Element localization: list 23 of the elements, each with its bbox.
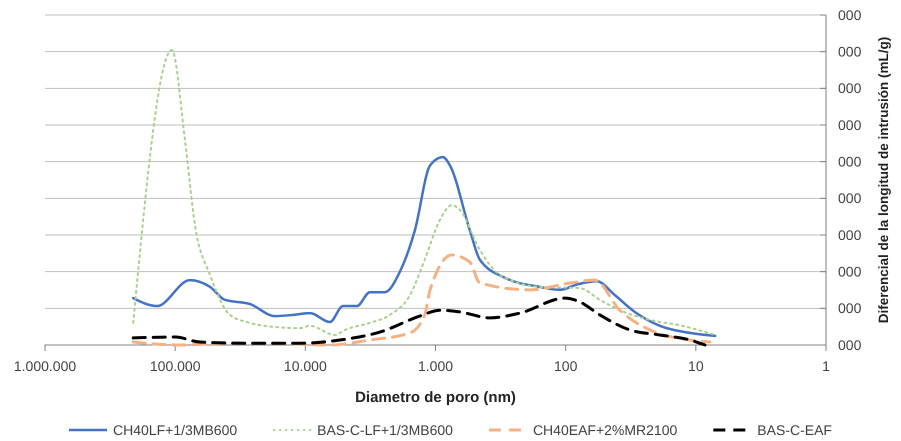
text: 000: [838, 226, 862, 243]
x-tick-label: 1.000.000: [14, 358, 76, 374]
x-tick-label: 100: [554, 358, 578, 374]
x-tick-label: 100.000: [150, 358, 201, 374]
text: 000: [838, 154, 862, 170]
x-tick-label: 1.000: [418, 358, 454, 374]
text: 000: [838, 116, 862, 133]
legend-label: BAS-C-LF+1/3MB600: [317, 422, 454, 438]
x-tick-label: 10: [688, 358, 704, 374]
x-tick-label: 10.000: [284, 358, 327, 374]
text: 000: [838, 300, 862, 316]
legend-label: CH40LF+1/3MB600: [113, 422, 238, 438]
x-tick-label: 1: [822, 358, 830, 374]
text: 000: [838, 336, 862, 353]
text: 000: [838, 264, 862, 280]
legend-label: BAS-C-EAF: [757, 422, 832, 438]
text: 000: [838, 190, 862, 206]
legend-label: CH40EAF+2%MR2100: [532, 422, 678, 438]
text: 000: [838, 6, 862, 23]
y-axis-title: Diferencial de la longitud de intrusión (mL/g): [876, 36, 891, 324]
text: 000: [838, 80, 862, 96]
x-axis-title: Diametro de poro (nm): [355, 389, 516, 406]
text: 000: [838, 44, 862, 60]
